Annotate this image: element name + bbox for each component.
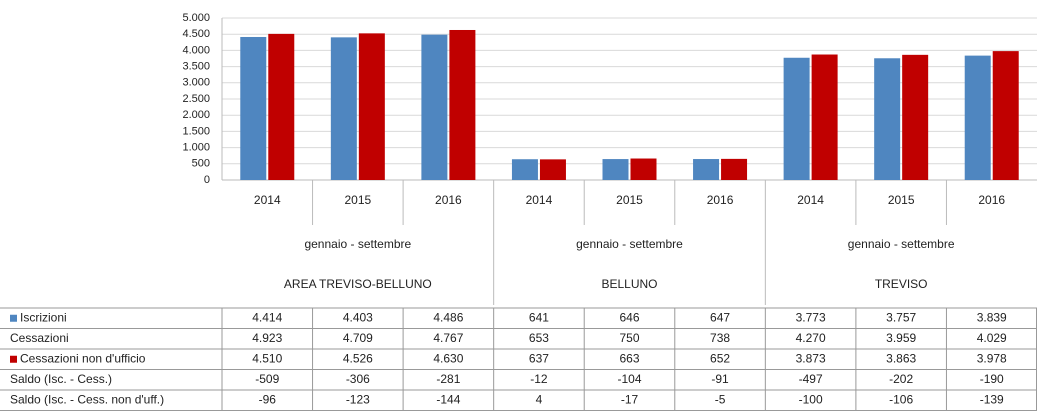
- table-cell: 4.526: [343, 351, 373, 365]
- x-tick-label: 2014: [254, 193, 281, 207]
- y-tick-label: 2.000: [182, 109, 210, 121]
- table-cell: 653: [529, 331, 549, 345]
- bar: [421, 34, 448, 181]
- table-cell: 4.270: [796, 331, 826, 345]
- table-cell: 637: [529, 351, 549, 365]
- y-tick-label: 4.500: [182, 28, 210, 40]
- table-cell: 4.709: [343, 331, 373, 345]
- x-tick-label: 2015: [888, 193, 915, 207]
- table-cell: -104: [617, 372, 641, 386]
- table-cell: 4: [536, 392, 543, 406]
- bar: [268, 33, 295, 180]
- x-tick-label: 2015: [616, 193, 643, 207]
- group-name: TREVISO: [875, 277, 928, 291]
- table-cell: 4.923: [252, 331, 282, 345]
- table-cell: -106: [889, 392, 913, 406]
- y-tick-label: 5.000: [182, 12, 210, 24]
- x-tick-label: 2016: [707, 193, 734, 207]
- bar: [902, 54, 929, 180]
- table-cell: 738: [710, 331, 730, 345]
- table-cell: -5: [715, 392, 726, 406]
- table-cell: 4.403: [343, 310, 373, 324]
- table-cell: -190: [980, 372, 1004, 386]
- bar: [539, 159, 566, 180]
- bar: [240, 36, 267, 180]
- table-cell: 4.510: [252, 351, 282, 365]
- y-tick-label: 3.000: [182, 77, 210, 89]
- x-tick-label: 2015: [344, 193, 371, 207]
- y-tick-label: 0: [204, 174, 210, 186]
- group-name: AREA TREVISO-BELLUNO: [284, 277, 432, 291]
- table-cell: -96: [259, 392, 277, 406]
- legend-label: Saldo (Isc. - Cess. non d'uff.): [10, 392, 164, 406]
- table-cell: 3.757: [886, 310, 916, 324]
- bar: [992, 51, 1019, 181]
- y-tick-label: 500: [192, 158, 210, 170]
- bar: [693, 159, 720, 180]
- table-cell: -144: [436, 392, 460, 406]
- legend-swatch: [10, 314, 17, 322]
- table-cell: 4.029: [977, 331, 1007, 345]
- table-cell: 3.873: [796, 351, 826, 365]
- x-tick-label: 2014: [797, 193, 824, 207]
- bar: [964, 55, 991, 180]
- bar: [330, 37, 357, 180]
- x-tick-label: 2014: [526, 193, 553, 207]
- y-tick-label: 2.500: [182, 93, 210, 105]
- bar: [783, 57, 810, 180]
- table-cell: 647: [710, 310, 730, 324]
- table-cell: -100: [799, 392, 823, 406]
- table-cell: -91: [711, 372, 729, 386]
- legend-label: Saldo (Isc. - Cess.): [10, 372, 112, 386]
- table-cell: 3.863: [886, 351, 916, 365]
- table-cell: -17: [621, 392, 639, 406]
- table-cell: 3.978: [977, 351, 1007, 365]
- table-cell: -12: [530, 372, 548, 386]
- bar: [358, 33, 385, 180]
- legend-label: Cessazioni non d'ufficio: [20, 351, 146, 365]
- legend-label: Iscrizioni: [20, 310, 67, 324]
- bar: [721, 158, 748, 180]
- y-tick-label: 3.500: [182, 61, 210, 73]
- table-cell: 750: [619, 331, 639, 345]
- table-cell: -123: [346, 392, 370, 406]
- table-cell: -509: [255, 372, 279, 386]
- legend-label: Cessazioni: [10, 331, 69, 345]
- table-cell: 4.414: [252, 310, 282, 324]
- table-cell: 646: [619, 310, 639, 324]
- table-cell: -306: [346, 372, 370, 386]
- x-tick-label: 2016: [978, 193, 1005, 207]
- group-name: BELLUNO: [601, 277, 657, 291]
- x-tick-label: 2016: [435, 193, 462, 207]
- y-tick-label: 4.000: [182, 44, 210, 56]
- bar: [511, 159, 538, 180]
- table-cell: 3.959: [886, 331, 916, 345]
- bar: [874, 58, 901, 180]
- table-cell: -139: [980, 392, 1004, 406]
- table-cell: 641: [529, 310, 549, 324]
- group-period: gennaio - settembre: [304, 237, 411, 251]
- table-cell: -497: [799, 372, 823, 386]
- bar: [630, 158, 657, 180]
- table-cell: 4.486: [433, 310, 463, 324]
- group-period: gennaio - settembre: [576, 237, 683, 251]
- bar: [811, 54, 838, 180]
- table-cell: -281: [436, 372, 460, 386]
- bar: [602, 159, 629, 180]
- table-cell: 3.773: [796, 310, 826, 324]
- table-cell: 4.767: [433, 331, 463, 345]
- legend-swatch: [10, 355, 17, 363]
- bar: [449, 29, 476, 180]
- table-cell: 663: [619, 351, 639, 365]
- table-cell: 3.839: [977, 310, 1007, 324]
- table-cell: -202: [889, 372, 913, 386]
- y-tick-label: 1.500: [182, 125, 210, 137]
- table-cell: 652: [710, 351, 730, 365]
- table-cell: 4.630: [433, 351, 463, 365]
- y-tick-label: 1.000: [182, 142, 210, 154]
- group-period: gennaio - settembre: [848, 237, 955, 251]
